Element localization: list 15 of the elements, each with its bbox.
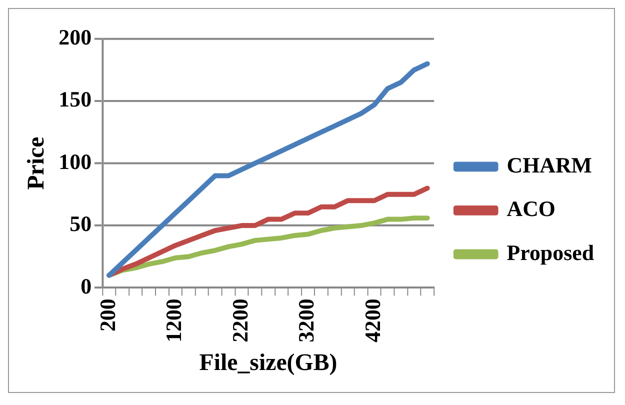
x-tick-label: 1200 bbox=[161, 298, 186, 342]
y-tick-label: 0 bbox=[80, 273, 92, 298]
y-tick-label: 100 bbox=[58, 148, 92, 174]
x-tick-label: 200 bbox=[94, 298, 120, 332]
legend-label: Proposed bbox=[506, 240, 594, 265]
y-axis-title: Price bbox=[23, 136, 50, 190]
legend-label: ACO bbox=[506, 196, 556, 222]
y-tick-label: 50 bbox=[70, 211, 92, 236]
x-axis-title: File_size(GB) bbox=[199, 350, 338, 376]
x-tick-label: 2200 bbox=[227, 298, 252, 342]
y-tick-label: 150 bbox=[58, 86, 92, 112]
x-tick-label: 3200 bbox=[294, 298, 319, 342]
y-tick-label: 200 bbox=[58, 24, 92, 50]
x-tick-label: 4200 bbox=[360, 298, 385, 342]
legend-label: CHARM bbox=[506, 152, 592, 178]
